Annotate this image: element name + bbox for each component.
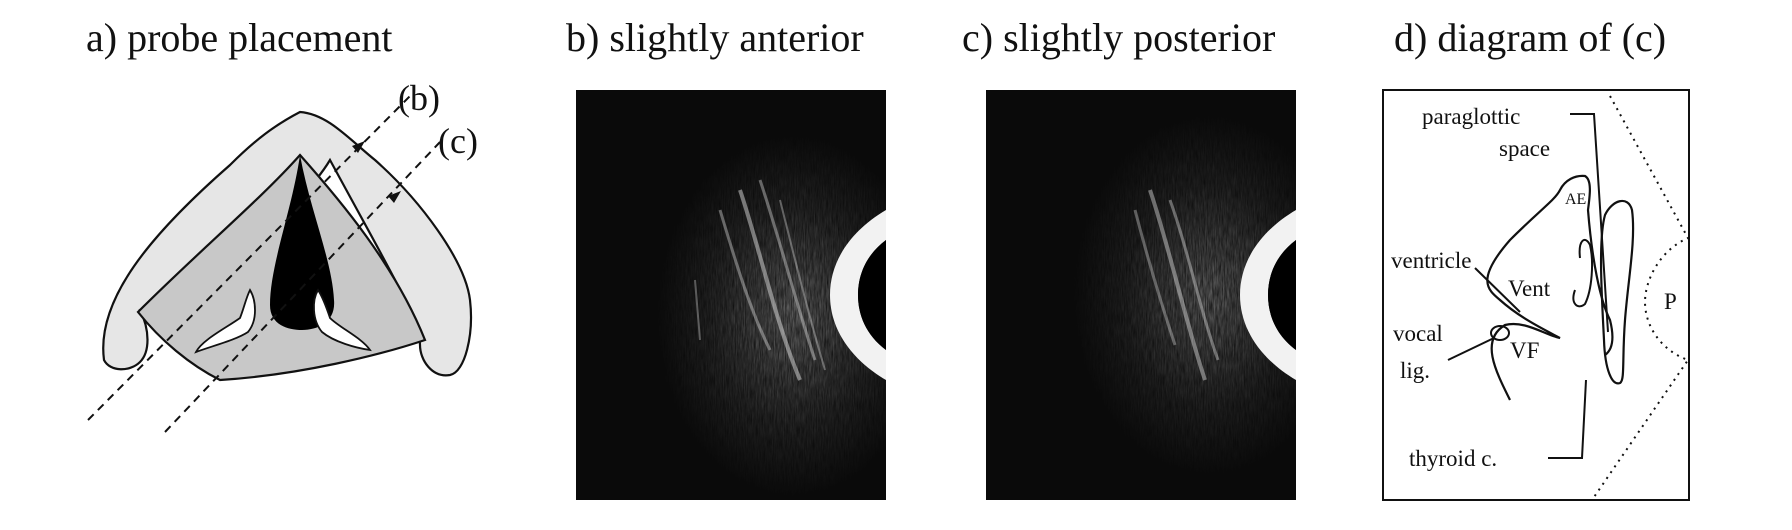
label-space: space (1499, 136, 1550, 161)
ae-fold-outline (1486, 174, 1614, 401)
arrow-c-icon (388, 191, 401, 203)
label-vent: Vent (1508, 276, 1551, 301)
ultrasound-image-b (576, 90, 886, 500)
probe-label-b: (b) (398, 78, 440, 118)
right-arytenoid-shape (313, 288, 372, 352)
label-p: P (1664, 289, 1677, 314)
paraglottic-leader (1570, 113, 1609, 333)
probe-dotted-outline (1591, 95, 1690, 501)
panel-d-title: d) diagram of (c) (1394, 15, 1667, 60)
label-thyroid: thyroid c. (1409, 446, 1497, 471)
label-ventricle: ventricle (1391, 248, 1471, 273)
vent-loop-outline (1572, 238, 1594, 308)
ventricle-leader (1474, 267, 1521, 313)
arytenoid-loop-outline (1599, 199, 1635, 385)
probe-line-c (164, 141, 441, 433)
vocal-ligament-loop (1490, 325, 1510, 341)
arrow-b-icon (352, 141, 365, 153)
panel-a-title: a) probe placement (86, 15, 393, 60)
label-vf: VF (1510, 338, 1539, 363)
label-lig: lig. (1400, 358, 1430, 383)
ultrasound-image-c (986, 90, 1296, 500)
larynx-cross-section-diagram: (b) (c) (87, 78, 478, 433)
probe-label-c: (c) (438, 121, 478, 161)
panel-c-title: c) slightly posterior (962, 15, 1276, 60)
glottis-shape (270, 155, 335, 330)
label-vocal: vocal (1393, 321, 1443, 346)
panel-b-title: b) slightly anterior (566, 15, 864, 60)
anatomy-diagram-d: paraglottic space AE ventricle Vent voca… (1382, 89, 1690, 501)
label-ae: AE (1565, 191, 1586, 208)
thyroid-leader (1548, 379, 1587, 459)
vocal-lig-leader (1447, 337, 1495, 361)
label-paraglottic: paraglottic (1422, 104, 1520, 129)
left-arytenoid-shape (194, 288, 256, 354)
